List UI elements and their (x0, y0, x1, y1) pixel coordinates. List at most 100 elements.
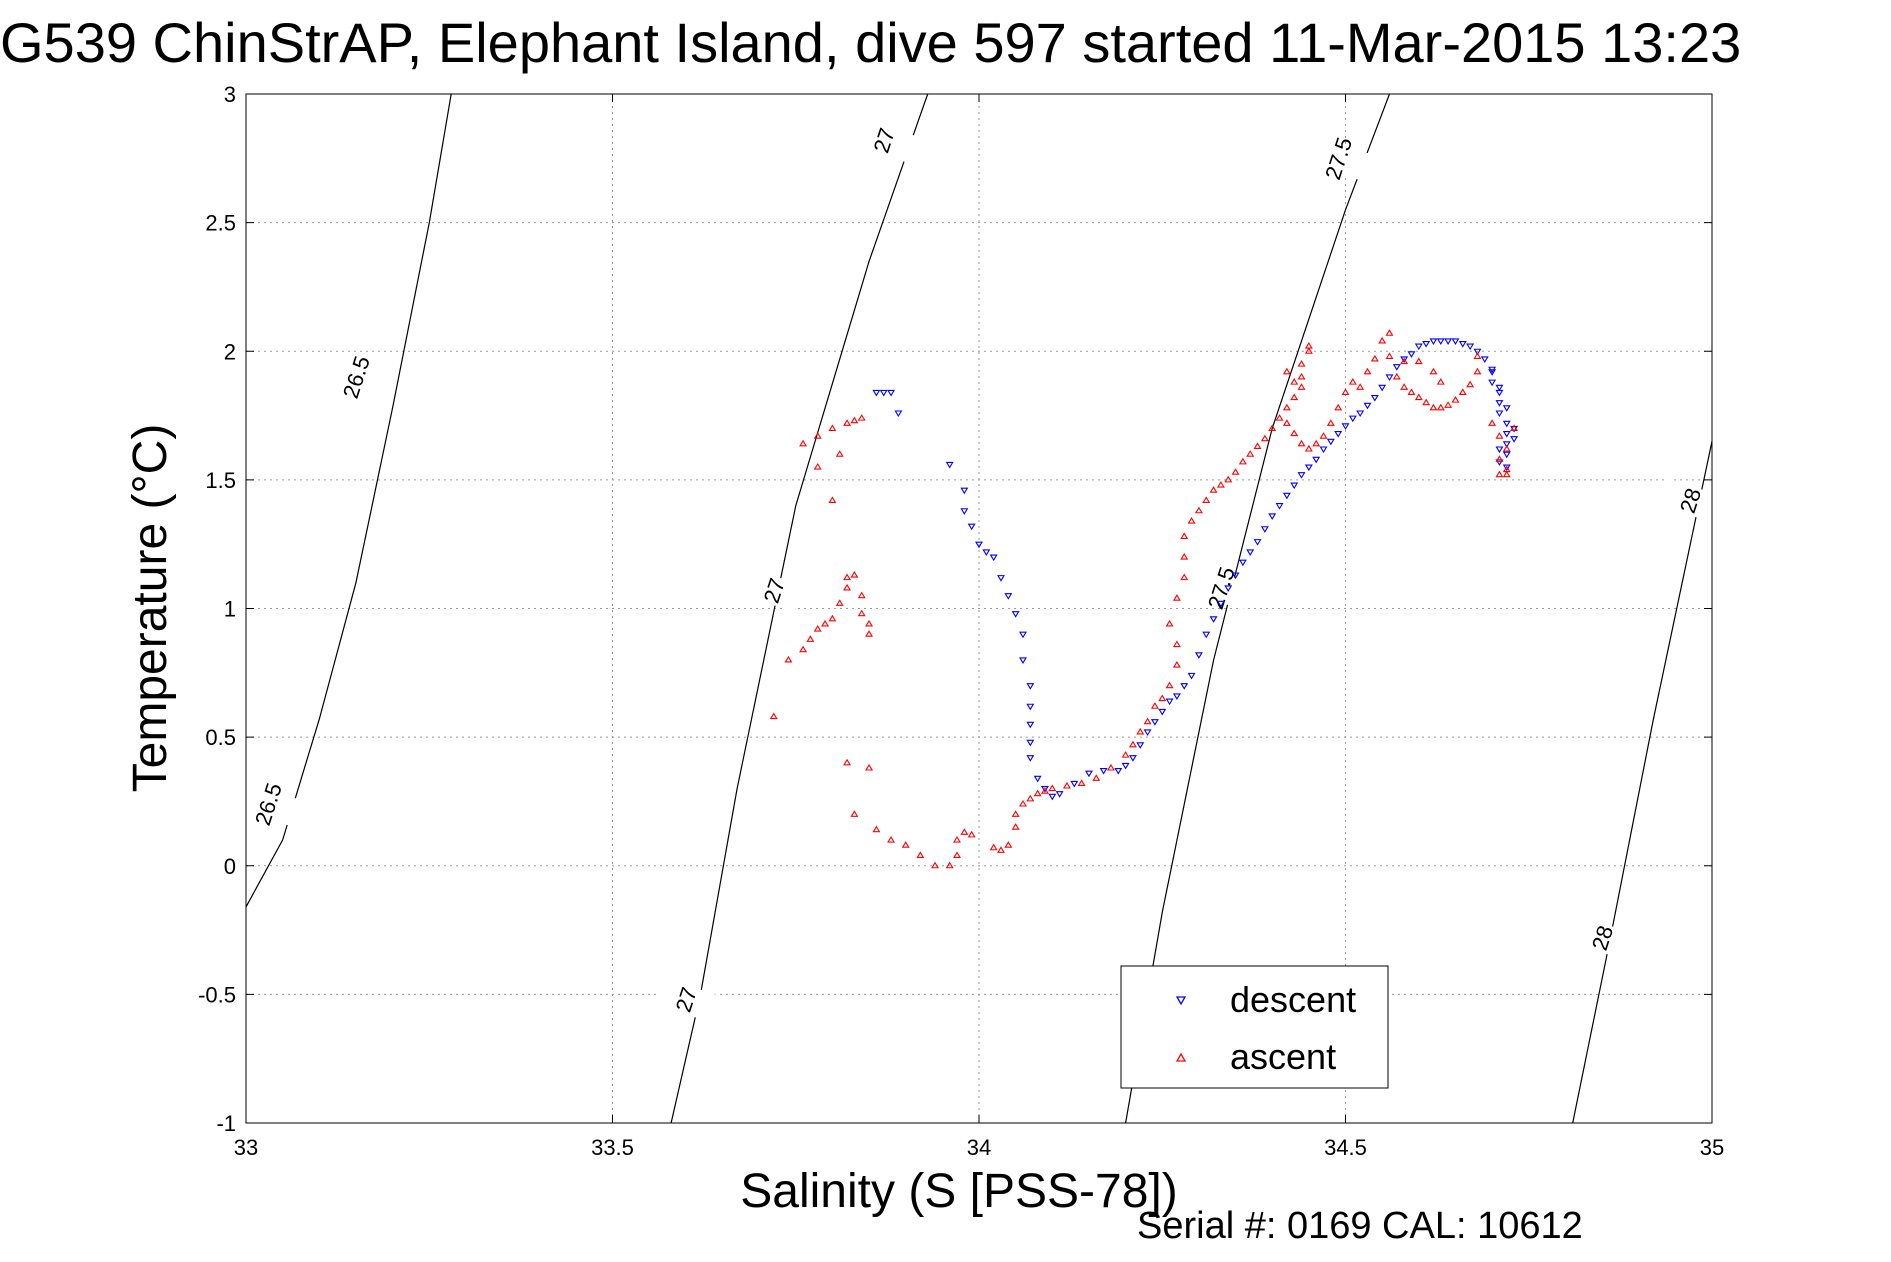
ascent-point (1106, 763, 1115, 771)
x-tick-label: 34.5 (1324, 1135, 1367, 1160)
ascent-point (1011, 823, 1020, 830)
descent-point (1510, 436, 1519, 443)
contour-label-bg (1189, 565, 1252, 610)
ascent-point (1165, 681, 1174, 689)
grid-lines (246, 94, 1712, 1123)
ascent-point (1495, 432, 1504, 439)
descent-point (945, 461, 954, 469)
descent-point (1312, 456, 1321, 464)
descent-point (1407, 351, 1416, 358)
descent-point (1502, 420, 1511, 428)
ascent-point (1282, 403, 1291, 411)
ascent-point (967, 830, 976, 838)
descent-point (1143, 729, 1152, 737)
descent-point (1400, 356, 1409, 364)
ascent-point (931, 861, 939, 869)
ascent-point (1502, 470, 1511, 478)
ascent-point (1172, 640, 1181, 648)
ascent-point (1143, 717, 1152, 725)
ascent-point (769, 712, 778, 720)
ascent-point (1121, 751, 1130, 758)
descent-point (1194, 652, 1203, 659)
descent-point (1187, 672, 1196, 680)
descent-point (1158, 708, 1167, 716)
ascent-point (1363, 367, 1372, 375)
descent-point (1180, 683, 1189, 690)
y-tick-label: 2.5 (205, 211, 236, 236)
contour-label-bg (1307, 136, 1370, 181)
ascent-point (1495, 455, 1504, 462)
descent-point (1502, 431, 1511, 438)
ascent-point (1180, 532, 1189, 540)
ascent-point (1150, 702, 1159, 709)
ascent-point (1407, 388, 1416, 395)
ascent-point (1253, 442, 1262, 449)
descent-point (997, 575, 1005, 582)
descent-point (989, 554, 998, 562)
descent-point (1444, 338, 1453, 346)
ascent-point (843, 583, 852, 591)
descent-point (1392, 364, 1401, 371)
ascent-point (1290, 393, 1299, 401)
ascent-point (1187, 516, 1196, 524)
legend-ascent-label: ascent (1230, 1036, 1336, 1077)
descent-point (1502, 464, 1511, 472)
ascent-point (887, 835, 896, 843)
ascent-point (828, 614, 837, 622)
descent-point (1495, 384, 1504, 392)
ascent-point (813, 625, 822, 632)
ascent-point (1282, 367, 1291, 375)
ascent-point (1128, 740, 1137, 748)
descent-point (1495, 446, 1504, 454)
contour-label-bg (1571, 915, 1634, 960)
ascent-point (1224, 475, 1233, 483)
descent-point (1019, 657, 1027, 665)
ascent-point (1246, 450, 1255, 457)
descent-point (1282, 492, 1291, 500)
descent-point (1297, 472, 1306, 479)
ascent-point (1326, 419, 1335, 426)
descent-point (1253, 539, 1262, 546)
descent-point (1385, 374, 1394, 382)
ascent-point (1297, 372, 1306, 380)
descent-point (1458, 340, 1467, 348)
ascent-point (1429, 403, 1438, 411)
descent-point (1356, 410, 1365, 418)
chart-title: G539 ChinStrAP, Elephant Island, dive 59… (0, 11, 1741, 74)
descent-point (1378, 384, 1387, 392)
ascent-point (799, 439, 808, 447)
descent-point (1026, 703, 1035, 711)
ascent-point (1356, 383, 1365, 390)
ascent-point (1136, 727, 1145, 735)
ascent-point (865, 619, 874, 627)
ascent-point (865, 630, 874, 637)
descent-point (1480, 356, 1489, 364)
legend-descent-marker (1175, 996, 1187, 1006)
density-contour-27.5 (1125, 93, 1391, 1124)
descent-point (1040, 786, 1049, 793)
ascent-point (1348, 378, 1357, 385)
density-contour-26.5 (245, 93, 452, 908)
ascent-point (1385, 352, 1394, 359)
ascent-point (843, 758, 852, 766)
ascent-point (901, 841, 910, 848)
ascent-point (1341, 388, 1350, 395)
descent-point (1436, 338, 1445, 346)
legend-box (1120, 965, 1389, 1089)
x-tick-label: 33.5 (591, 1135, 634, 1160)
y-ticks: -1 -0.5 0 0.5 1 1.5 2 2.5 3 (198, 82, 1712, 1136)
ascent-point (1165, 619, 1174, 627)
ascent-point (997, 846, 1005, 853)
descent-point (975, 541, 983, 549)
ascent-point (865, 763, 874, 771)
ascent-point (850, 810, 859, 817)
ascent-point (1436, 403, 1445, 411)
contour-label-bg (852, 118, 915, 163)
ascent-point (1488, 419, 1497, 426)
serial-cal-footer: Serial #: 0169 CAL: 10612 (1137, 1205, 1583, 1247)
descent-point (1260, 526, 1269, 533)
contour-label-bg (742, 568, 805, 613)
descent-point (1150, 719, 1159, 726)
x-tick-label: 34 (967, 1135, 991, 1160)
